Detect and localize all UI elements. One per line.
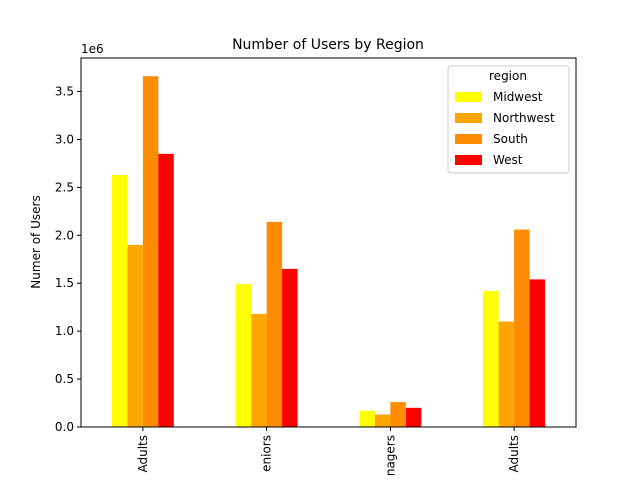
y-tick-label: 1.0 [55, 324, 74, 338]
y-axis-offset-label: 1e6 [81, 42, 104, 56]
bar-midwest-2 [359, 410, 375, 427]
bar-south-0 [142, 76, 159, 428]
bar-northwest-3 [498, 321, 515, 427]
y-tick-label: 0.0 [55, 420, 74, 434]
bars-group [111, 76, 546, 428]
legend-label-south: South [493, 132, 528, 146]
x-tick-label: nagers [383, 435, 397, 476]
legend-title: region [489, 69, 527, 83]
y-tick-label: 1.5 [55, 276, 74, 290]
chart-title: Number of Users by Region [232, 37, 424, 53]
legend-swatch-west [455, 155, 482, 165]
y-axis-label: Numer of Users [29, 195, 43, 288]
y-ticks-group: 0.0 0.5 1.0 1.5 2.0 2.5 3.0 3.5 [55, 85, 81, 434]
bar-south-1 [266, 221, 283, 427]
x-tick-label: Adults [507, 435, 521, 473]
legend-swatch-south [455, 134, 482, 144]
x-ticks-group: Adults eniors nagers Adults [136, 427, 521, 476]
y-tick-label: 0.5 [55, 372, 74, 386]
bar-northwest-1 [251, 313, 267, 427]
x-tick-label: Adults [136, 435, 150, 473]
legend-swatch-midwest [455, 92, 482, 102]
bar-midwest-1 [235, 284, 252, 427]
legend-label-west: West [493, 153, 523, 167]
bar-northwest-2 [374, 414, 391, 427]
bar-midwest-3 [483, 290, 499, 427]
y-tick-label: 2.5 [55, 180, 74, 194]
legend-label-midwest: Midwest [493, 90, 543, 104]
x-tick-label: eniors [260, 435, 274, 472]
bar-west-1 [282, 268, 298, 427]
plot-frame [80, 57, 577, 428]
bar-west-3 [529, 279, 546, 427]
axes-group [80, 57, 577, 428]
bar-south-2 [390, 402, 406, 427]
y-tick-label: 2.0 [55, 228, 74, 242]
y-tick-label: 3.0 [55, 132, 74, 146]
legend-swatch-northwest [455, 113, 482, 123]
y-tick-label: 3.5 [55, 85, 74, 99]
legend: region Midwest Northwest South West [447, 65, 570, 174]
legend-label-northwest: Northwest [493, 111, 555, 125]
bar-south-3 [514, 229, 530, 427]
bar-west-0 [158, 153, 174, 427]
bar-west-2 [405, 407, 422, 427]
bar-northwest-0 [127, 244, 143, 427]
bar-midwest-0 [111, 174, 128, 427]
